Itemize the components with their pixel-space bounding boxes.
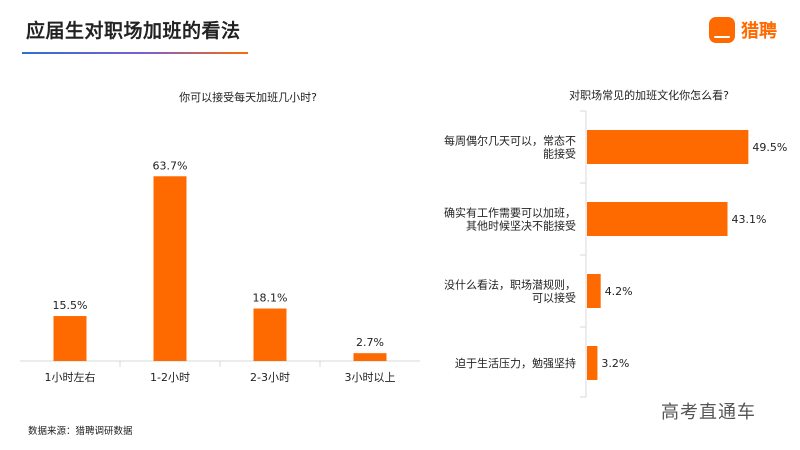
- chart-1-bar: [253, 308, 287, 361]
- chart-2-category-label: 迫于生活压力，勉强坚持: [455, 356, 576, 370]
- brand-logo: 猎聘: [709, 14, 777, 46]
- chart-1-category-label: 2-3小时: [250, 371, 290, 384]
- chart-1-bar: [53, 316, 87, 361]
- chart-1-data-label: 63.7%: [153, 159, 188, 172]
- chart-2-data-label: 4.2%: [605, 285, 633, 298]
- chart-2-data-label: 43.1%: [732, 213, 767, 226]
- chart-1-category-label: 1小时左右: [45, 370, 96, 384]
- chart-2-bar: [587, 130, 749, 164]
- chart-1-data-label: 18.1%: [253, 292, 288, 305]
- chart-2-category-label: 可以接受: [532, 292, 576, 305]
- chart-2-category-label: 每周偶尔几天可以，常态不: [444, 134, 576, 148]
- chart-2-category-label: 能接受: [543, 147, 576, 161]
- chart-1-category-label: 1-2小时: [150, 371, 190, 384]
- liepin-logo-icon: [709, 17, 735, 43]
- title-underline: [22, 52, 248, 54]
- page-title: 应届生对职场加班的看法: [26, 20, 241, 42]
- brand-name: 猎聘: [741, 21, 777, 42]
- data-source: 数据来源：猎聘调研数据: [28, 426, 133, 437]
- watermark: 高考直通车: [661, 402, 756, 423]
- chart-2-bar: [587, 346, 598, 380]
- chart-2-category-label: 其他时候坚决不能接受: [466, 219, 576, 233]
- chart-2-bar: [587, 274, 601, 308]
- chart-2-category-label: 没什么看法，职场潜规则，: [444, 278, 576, 292]
- chart-1-bar: [153, 176, 187, 361]
- chart-1-data-label: 2.7%: [356, 336, 384, 349]
- chart-1-bar: [353, 353, 387, 361]
- chart-2-bar: [587, 202, 728, 236]
- chart-2-title: 对职场常见的加班文化你怎么看?: [569, 88, 729, 102]
- chart-2-category-label: 确实有工作需要可以加班，: [444, 206, 576, 220]
- chart-1-title: 你可以接受每天加班几小时?: [179, 90, 317, 104]
- chart-2-data-label: 3.2%: [601, 357, 629, 370]
- chart-1-category-label: 3小时以上: [345, 371, 396, 384]
- chart-2-data-label: 49.5%: [752, 141, 787, 154]
- chart-1-data-label: 15.5%: [53, 299, 88, 312]
